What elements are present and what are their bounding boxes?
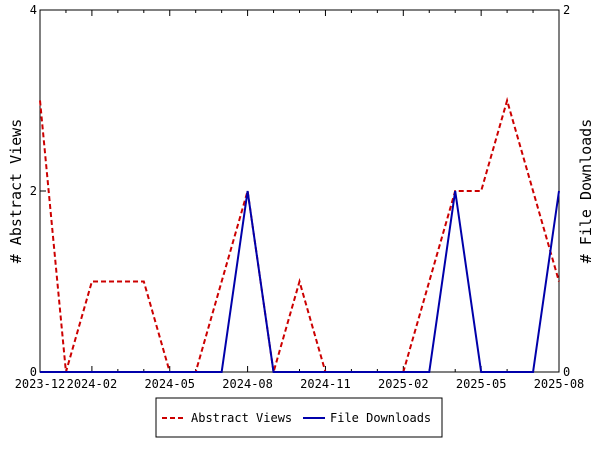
y-axis-right-ticks: 02: [553, 3, 570, 379]
series-layer: [39, 96, 560, 373]
y-left-tick-label: 4: [30, 3, 37, 17]
series-line-abstract-views: [39, 96, 560, 373]
legend-label-file-downloads: File Downloads: [330, 411, 431, 425]
x-tick-label: 2023-12: [15, 377, 66, 391]
x-tick-label: 2024-08: [222, 377, 273, 391]
series-line-file-downloads: [40, 190, 560, 373]
y-right-tick-label: 2: [563, 3, 570, 17]
x-tick-label: 2025-05: [456, 377, 507, 391]
x-tick-label: 2024-05: [144, 377, 195, 391]
y-left-tick-label: 2: [30, 184, 37, 198]
y-right-tick-label: 0: [563, 365, 570, 379]
x-tick-label: 2024-11: [300, 377, 351, 391]
legend: Abstract Views File Downloads: [155, 397, 443, 438]
plot-area: [39, 9, 560, 373]
x-tick-label: 2024-02: [67, 377, 118, 391]
x-tick-label: 2025-08: [534, 377, 585, 391]
y-axis-right-title: # File Downloads: [577, 119, 595, 264]
y-left-tick-label: 0: [30, 365, 37, 379]
x-tick-label: 2025-02: [378, 377, 429, 391]
x-axis-ticks: 2023-12 2024-02 2024-05 2024-08 2024-11 2025-…: [15, 10, 585, 391]
legend-box: [155, 397, 443, 438]
legend-label-abstract-views: Abstract Views: [191, 411, 292, 425]
y-axis-left-title: # Abstract Views: [7, 119, 25, 264]
